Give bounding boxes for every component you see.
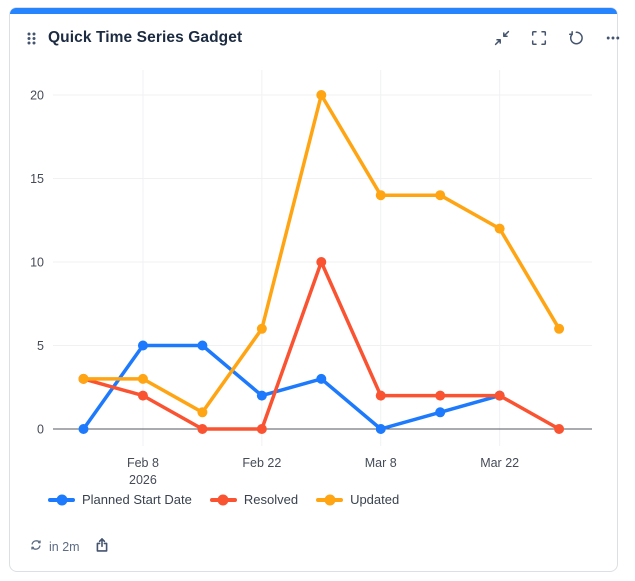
data-point[interactable] [375,424,386,434]
refresh-button[interactable] [564,26,588,50]
x-axis-labels: Feb 8 2026 Feb 22 Mar 8 Mar 22 [127,456,519,487]
export-share-icon [94,537,110,556]
fullscreen-button[interactable] [527,26,551,50]
data-point[interactable] [78,424,89,434]
legend-item-planned-start-date[interactable]: Planned Start Date [48,492,192,507]
gadget-header: Quick Time Series Gadget [22,25,625,51]
data-point[interactable] [197,340,208,351]
data-point[interactable] [375,390,386,401]
legend-marker [48,494,75,505]
data-point[interactable] [316,373,327,384]
header-actions [490,26,625,50]
svg-text:0: 0 [37,423,44,437]
data-point[interactable] [435,390,446,401]
data-point[interactable] [256,390,267,401]
fullscreen-icon [530,29,548,47]
legend-item-updated[interactable]: Updated [316,492,399,507]
data-point[interactable] [375,190,386,201]
auto-refresh-cycle-icon [29,538,43,555]
legend-label: Updated [350,492,400,507]
more-options-icon [604,29,622,47]
svg-text:Feb 22: Feb 22 [242,456,281,470]
data-point[interactable] [78,373,89,384]
gadget-card [9,7,618,572]
svg-text:5: 5 [37,339,44,353]
collapse-button[interactable] [490,26,514,50]
svg-text:Mar 8: Mar 8 [365,456,397,470]
data-point[interactable] [435,190,446,201]
more-options-button[interactable] [601,26,625,50]
series-resolved[interactable] [78,257,565,434]
svg-text:Feb 8: Feb 8 [127,456,159,470]
data-point[interactable] [494,223,505,234]
data-point[interactable] [137,340,148,351]
svg-text:20: 20 [30,89,44,103]
data-point[interactable] [197,424,208,434]
svg-text:10: 10 [30,256,44,270]
legend-marker-dot [217,494,229,505]
svg-text:2026: 2026 [129,473,157,487]
legend-marker-dot [324,494,336,505]
data-point[interactable] [316,257,327,267]
data-point[interactable] [554,323,565,334]
svg-text:15: 15 [30,172,44,186]
data-point[interactable] [316,90,327,100]
card-accent-bar [10,8,617,14]
drag-handle-icon[interactable] [22,27,40,49]
legend-marker [316,494,344,505]
legend-marker-dot [56,494,67,505]
data-point[interactable] [137,390,148,401]
data-point[interactable] [197,407,208,418]
data-point[interactable] [554,424,565,434]
chart-legend: Planned Start Date Resolved Updated [48,492,399,507]
page-title: Quick Time Series Gadget [48,29,243,46]
legend-label: Resolved [243,492,299,507]
export-button[interactable] [94,537,110,556]
data-point[interactable] [256,424,267,434]
gadget-footer: in 2m [29,537,110,556]
refresh-icon [567,29,585,47]
auto-refresh-control[interactable]: in 2m [29,538,80,555]
legend-marker [209,494,237,505]
svg-text:Mar 22: Mar 22 [480,456,519,470]
data-point[interactable] [256,323,267,334]
data-point[interactable] [494,390,505,401]
collapse-icon [493,29,511,47]
series-planned-start-date[interactable] [78,340,505,435]
series-updated[interactable] [78,90,565,418]
data-point[interactable] [137,373,148,384]
legend-label: Planned Start Date [82,492,192,507]
legend-item-resolved[interactable]: Resolved [209,492,299,507]
refresh-countdown: in 2m [49,539,80,554]
data-point[interactable] [435,407,446,418]
y-axis-labels: 0 5 10 15 20 [30,89,44,437]
